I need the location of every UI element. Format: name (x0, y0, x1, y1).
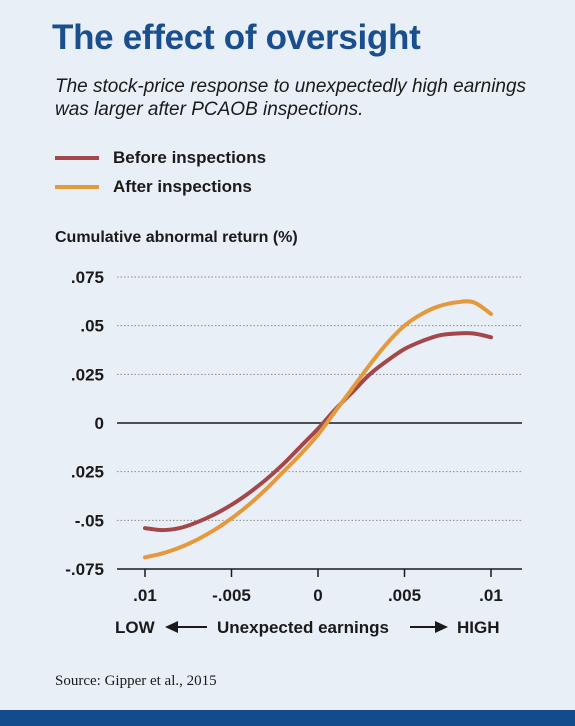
y-tick-label: 0 (95, 414, 104, 433)
series-line-after (143, 299, 493, 560)
y-tick-label: -.05 (75, 511, 104, 530)
x-tick-label: .01 (479, 586, 503, 605)
legend: Before inspections After inspections (55, 143, 266, 201)
bottom-bar (0, 710, 575, 726)
y-tick-label: .025 (71, 365, 104, 384)
source-note: Source: Gipper et al., 2015 (55, 673, 217, 689)
legend-item-before: Before inspections (55, 143, 266, 172)
y-tick-label: -.075 (65, 560, 104, 579)
y-tick-label: .075 (71, 268, 104, 287)
x-tick-label: .01 (133, 586, 157, 605)
left-arrow-icon (165, 621, 207, 633)
chart-subtitle: The stock-price response to unexpectedly… (55, 76, 527, 120)
series-line-before (143, 331, 493, 533)
x-axis-label: Unexpected earnings (217, 618, 389, 637)
y-tick-label: .05 (80, 317, 104, 336)
legend-item-after: After inspections (55, 172, 266, 201)
legend-label-before: Before inspections (113, 147, 267, 167)
x-tick-label: 0 (313, 586, 322, 605)
x-tick-label: .005 (388, 586, 421, 605)
legend-label-after: After inspections (113, 176, 252, 196)
x-tick-label: -.005 (212, 586, 251, 605)
legend-swatch-after (55, 184, 99, 189)
y-tick-label: .025 (71, 463, 104, 482)
right-arrow-icon (410, 621, 448, 633)
x-axis: .01 -.005 0 .005 .01 (117, 568, 522, 605)
y-tick-labels: .075 .05 .025 0 .025 -.05 -.075 (65, 268, 104, 579)
y-axis-label: Cumulative abnormal return (%) (55, 229, 298, 246)
series-lines (143, 299, 493, 560)
x-axis-low-label: LOW (115, 618, 156, 637)
x-axis-high-label: HIGH (457, 618, 500, 637)
chart-title: The effect of oversight (52, 18, 421, 57)
legend-swatch-before (55, 155, 99, 160)
gridlines (117, 276, 522, 570)
